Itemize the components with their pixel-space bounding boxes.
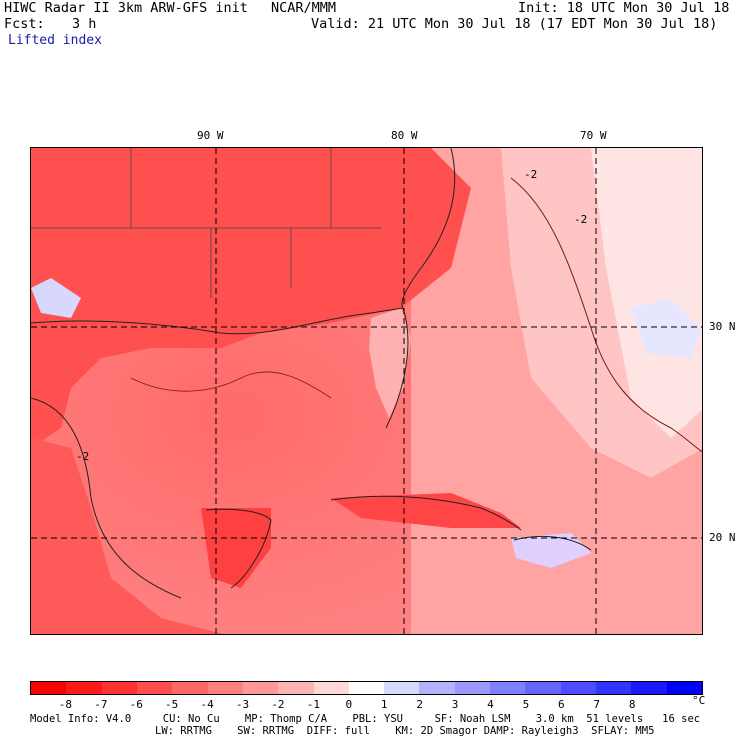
- state-borders: [31, 148, 381, 298]
- lon-label-70w: 70 W: [580, 129, 607, 142]
- colorbar-tick-label: 4: [487, 698, 494, 711]
- mexico-region: [31, 438, 224, 634]
- yucatan-region: [201, 508, 271, 588]
- colorbar-swatch: [136, 682, 173, 694]
- colorbar-swatch: [348, 682, 385, 694]
- colorbar-swatch: [596, 682, 632, 694]
- colorbar: [30, 681, 703, 695]
- colorbar-swatch: [631, 682, 667, 694]
- colorbar-tick-label: -1: [306, 698, 320, 711]
- valid-time: Valid: 21 UTC Mon 30 Jul 18 (17 EDT Mon …: [311, 16, 718, 32]
- colorbar-tick-label: 2: [416, 698, 423, 711]
- model-title: HIWC Radar II 3km ARW-GFS init: [4, 0, 248, 16]
- colorbar-swatch: [313, 682, 349, 694]
- texas-positive-patch: [31, 278, 81, 318]
- contour-label: -2: [76, 450, 89, 463]
- atlantic-coastline: [401, 148, 456, 309]
- colorbar-swatch: [278, 682, 314, 694]
- cuba-region: [331, 493, 521, 528]
- colorbar-tick-label: 7: [593, 698, 601, 711]
- cuba-outline: [330, 495, 522, 531]
- organization-label: NCAR/MMM: [271, 0, 337, 16]
- colorbar-swatch: [560, 682, 596, 694]
- colorbar-tick-label: 6: [558, 698, 565, 711]
- colorbar-unit: °C: [692, 694, 706, 707]
- colorbar-tick-label: -7: [94, 698, 108, 711]
- positive-index-patch: [631, 298, 701, 358]
- colorbar-swatch: [172, 682, 208, 694]
- colorbar-swatch: [242, 682, 279, 694]
- contour-line-gulf: [130, 371, 332, 399]
- colorbar-swatch: [384, 682, 420, 694]
- model-info-line1: Model Info: V4.0 CU: No Cu MP: Thomp C/A…: [30, 713, 701, 725]
- yucatan-outline: [205, 508, 272, 589]
- lon-label-90w: 90 W: [197, 129, 224, 142]
- forecast-hour: 3 h: [72, 16, 97, 32]
- colorbar-tick-label: 8: [628, 698, 636, 711]
- colorbar-swatch: [66, 682, 102, 694]
- init-time: Init: 18 UTC Mon 30 Jul 18: [518, 0, 730, 16]
- lifted-index-map: -2 -2 -2: [30, 147, 703, 635]
- map-canvas: -2 -2 -2: [31, 148, 702, 634]
- colorbar-swatch: [101, 682, 137, 694]
- colorbar-tick-label: 1: [380, 698, 388, 711]
- colorbar-tick-label: -8: [58, 698, 73, 711]
- us-land-region: [31, 148, 471, 448]
- colorbar-swatch: [419, 682, 455, 694]
- colorbar-tick-label: 3: [451, 698, 459, 711]
- colorbar-tick-label: -6: [129, 698, 143, 711]
- mexico-coastline: [31, 397, 182, 599]
- lat-label-20n: 20 N: [709, 531, 736, 544]
- colorbar-swatch: [31, 682, 67, 694]
- contour-label: -2: [524, 168, 537, 181]
- colorbar-swatch: [525, 682, 561, 694]
- colorbar-tick-label: 0: [345, 698, 353, 711]
- forecast-label: Fcst:: [4, 16, 45, 32]
- colorbar-tick-label: -2: [271, 698, 285, 711]
- colorbar-swatch: [490, 682, 526, 694]
- colorbar-swatch: [666, 682, 702, 694]
- gulf-coastline: [31, 307, 409, 429]
- contour-line: [510, 177, 702, 453]
- model-info-line2: LW: RRTMG SW: RRTMG DIFF: full KM: 2D Sm…: [155, 725, 655, 737]
- contour-label: -2: [574, 213, 587, 226]
- field-name: Lifted index: [8, 33, 102, 48]
- colorbar-swatch: [454, 682, 491, 694]
- lon-label-80w: 80 W: [391, 129, 418, 142]
- colorbar-tick-label: -5: [165, 698, 179, 711]
- colorbar-tick-label: -4: [200, 698, 214, 711]
- colorbar-tick-label: -3: [235, 698, 250, 711]
- lat-label-30n: 30 N: [709, 320, 736, 333]
- high-index-region: [591, 148, 702, 438]
- hispaniola-region: [511, 533, 591, 568]
- colorbar-tick-label: 5: [522, 698, 530, 711]
- colorbar-swatch: [207, 682, 243, 694]
